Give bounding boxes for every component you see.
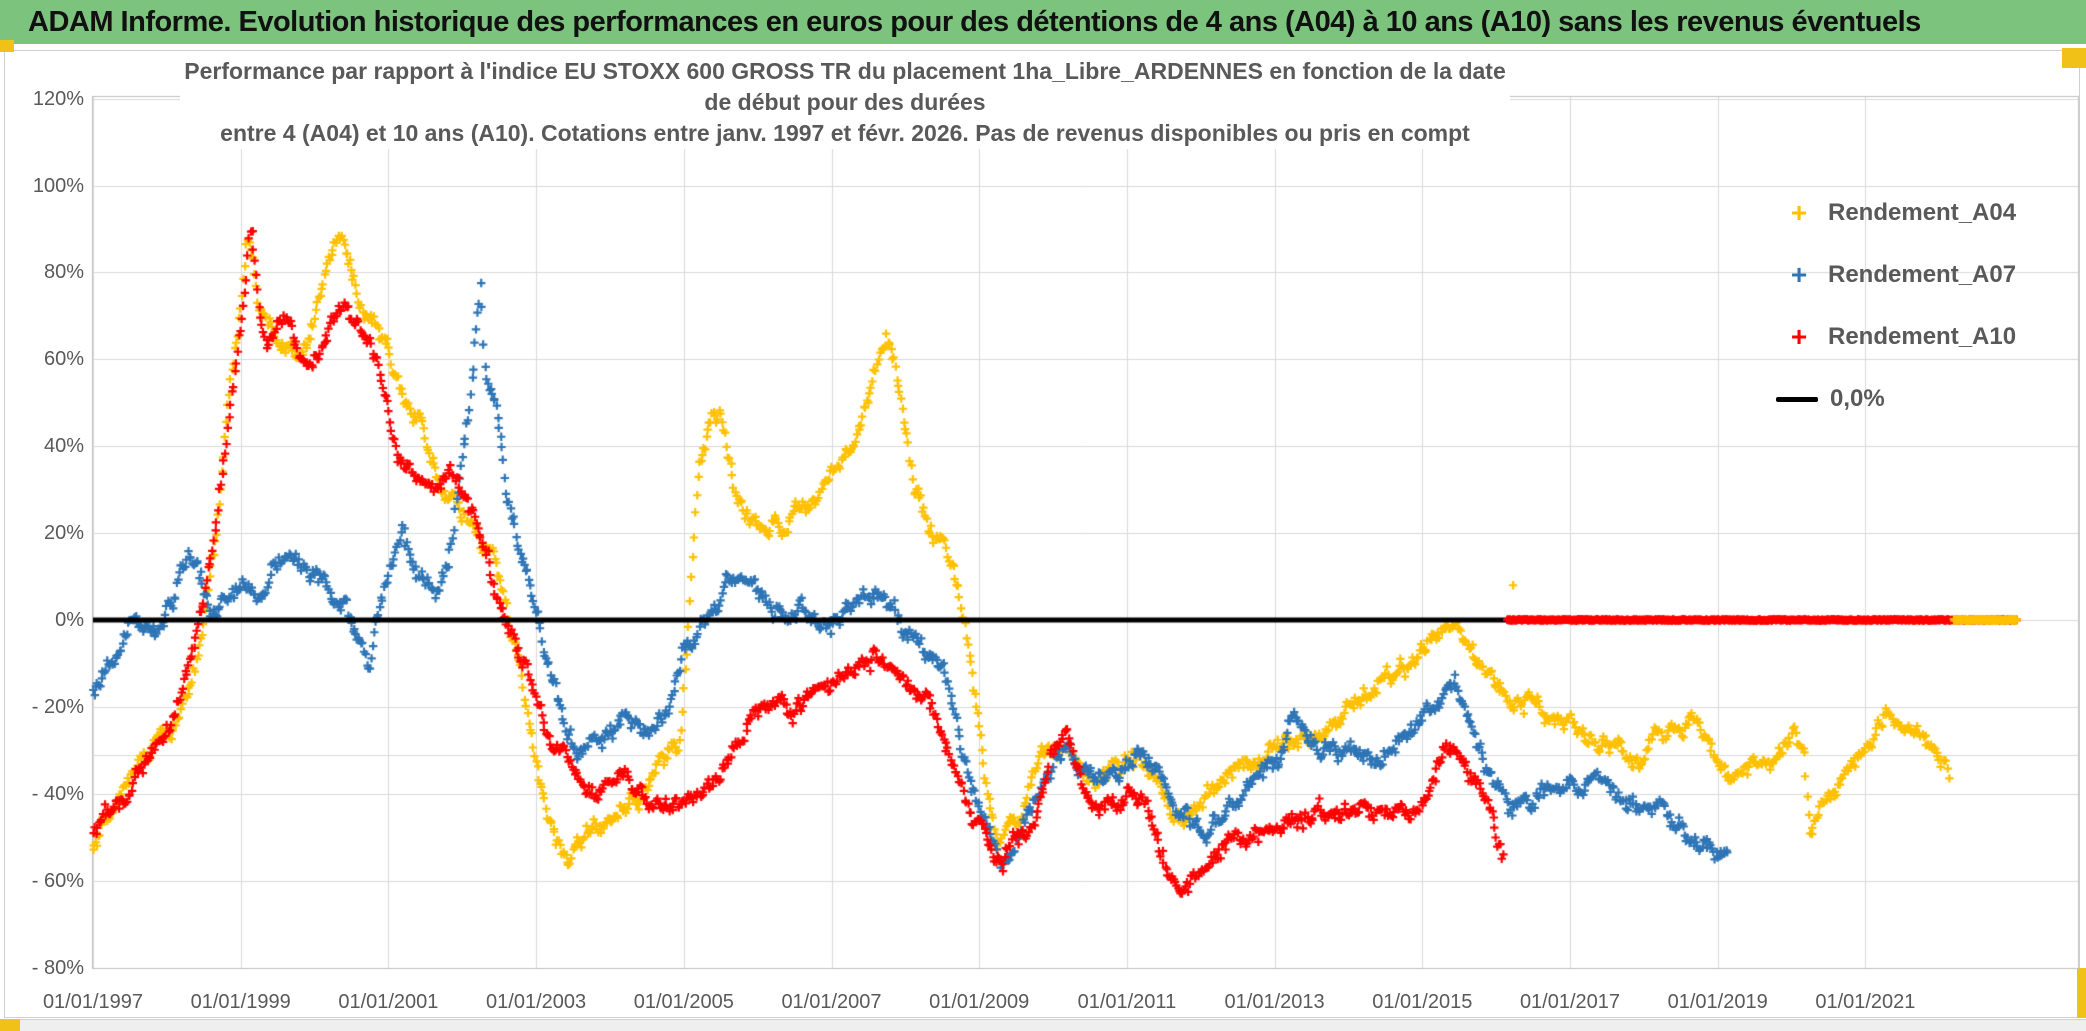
x-tick-label: 01/01/2013 [1224, 991, 1325, 1013]
legend-plus-marker-icon: + [1790, 259, 1808, 290]
y-tick-label: 20% [43, 522, 84, 545]
y-tick-label: - 80% [31, 956, 84, 979]
legend-zero-line-icon [1776, 396, 1818, 402]
x-tick-label: 01/01/2007 [781, 991, 882, 1013]
chart-title-line1: Performance par rapport à l'indice EU ST… [184, 58, 1506, 115]
chart-legend: + Rendement_A04 + Rendement_A07 + Rendement_A… [1776, 182, 2072, 430]
legend-label: 0,0% [1830, 385, 1885, 412]
x-tick-label: 01/01/2001 [338, 991, 439, 1013]
x-tick-label: 01/01/1997 [42, 991, 144, 1013]
y-tick-label: - 40% [31, 782, 84, 805]
legend-item: + Rendement_A07 [1782, 244, 2072, 306]
x-tick-label: 01/01/2009 [929, 991, 1030, 1013]
x-tick-label: 01/01/2005 [633, 991, 734, 1013]
x-tick-label: 01/01/2011 [1077, 991, 1177, 1013]
legend-plus-marker-icon: + [1790, 197, 1808, 228]
y-tick-label: 80% [43, 261, 84, 284]
x-tick-label: 01/01/2017 [1519, 991, 1621, 1013]
x-tick-label: 01/01/1999 [190, 991, 291, 1013]
x-tick-label: 01/01/2015 [1372, 991, 1473, 1013]
x-tick-label: 01/01/2021 [1815, 991, 1916, 1013]
y-tick-label: 0% [55, 609, 84, 631]
chart-title: Performance par rapport à l'indice EU ST… [180, 56, 1510, 149]
legend-item: + Rendement_A04 [1782, 182, 2072, 244]
y-tick-label: - 20% [31, 695, 84, 718]
legend-plus-marker-icon: + [1790, 321, 1808, 352]
y-tick-label: - 60% [31, 869, 84, 892]
legend-item: + Rendement_A10 [1782, 306, 2072, 368]
chart-title-line2: entre 4 (A04) et 10 ans (A10). Cotations… [220, 120, 1470, 146]
x-tick-label: 01/01/2003 [486, 991, 587, 1013]
y-tick-label: 120% [32, 87, 84, 110]
x-tick-label: 01/01/2019 [1667, 991, 1768, 1013]
legend-label: Rendement_A10 [1828, 323, 2017, 350]
y-tick-label: 60% [43, 348, 84, 371]
y-tick-label: 100% [32, 174, 84, 197]
legend-label: Rendement_A04 [1828, 199, 2017, 226]
y-tick-label: 40% [43, 435, 84, 458]
legend-label: Rendement_A07 [1828, 261, 2017, 288]
legend-item: 0,0% [1776, 368, 2072, 430]
